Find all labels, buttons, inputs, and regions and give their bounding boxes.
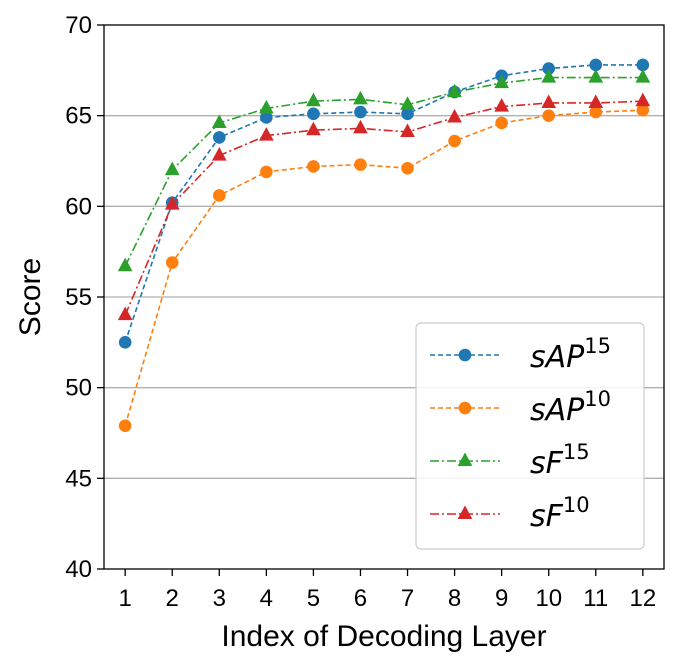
x-tick-label: 4 <box>260 585 273 612</box>
data-point <box>636 58 650 72</box>
legend-label-name: sF <box>530 499 564 534</box>
data-point <box>259 127 274 141</box>
legend-label: sAP10 <box>530 387 611 428</box>
x-tick-label: 8 <box>448 585 461 612</box>
legend-label-name: sAP <box>530 340 585 375</box>
plot-series <box>117 58 651 433</box>
data-point <box>118 419 132 433</box>
series-line <box>124 64 643 343</box>
data-point <box>211 114 227 128</box>
data-point <box>307 160 320 173</box>
data-point <box>588 94 604 109</box>
legend-marker <box>457 505 473 520</box>
data-point <box>495 116 508 130</box>
x-tick-label: 9 <box>495 585 508 612</box>
data-point <box>494 74 509 89</box>
y-tick-label: 40 <box>65 556 92 583</box>
series-line <box>124 100 643 316</box>
data-point <box>589 58 603 72</box>
x-axis-label: Index of Decoding Layer <box>221 620 546 653</box>
legend-marker <box>458 348 472 362</box>
legend-label-superscript: 10 <box>584 387 611 411</box>
data-point <box>165 256 179 269</box>
series-sap-10 <box>118 103 650 433</box>
x-tick-label: 6 <box>354 585 367 612</box>
data-point <box>635 92 651 107</box>
legend-item: sAP10 <box>430 387 611 428</box>
data-point <box>118 336 132 349</box>
data-point <box>541 69 557 83</box>
legend-label-name: sAP <box>530 393 585 428</box>
legend-marker <box>458 401 472 415</box>
data-point <box>401 161 414 175</box>
data-point <box>354 158 367 171</box>
legend-label: sF10 <box>530 493 590 534</box>
y-tick-label: 65 <box>65 103 92 130</box>
data-point <box>448 134 461 148</box>
data-point <box>400 96 415 110</box>
data-point <box>164 161 180 176</box>
data-point <box>259 99 274 114</box>
data-point <box>353 90 368 105</box>
legend-label: sAP15 <box>530 334 611 375</box>
x-tick-label: 1 <box>118 585 131 612</box>
x-tick-label: 2 <box>166 585 179 612</box>
series-line <box>124 76 643 267</box>
data-point <box>117 257 133 272</box>
legend-marker <box>457 452 473 467</box>
legend-item: sAP15 <box>430 334 611 375</box>
data-point <box>212 131 226 144</box>
data-point <box>306 92 321 107</box>
y-tick-label: 70 <box>65 12 92 39</box>
legend-label-superscript: 15 <box>563 440 590 464</box>
data-point <box>212 189 226 202</box>
data-point <box>635 69 651 83</box>
data-point <box>354 105 367 119</box>
data-point <box>306 121 321 136</box>
legend-label-name: sF <box>530 446 564 481</box>
legend-label-superscript: 15 <box>584 334 611 358</box>
data-point <box>447 108 462 123</box>
data-point <box>542 109 556 122</box>
x-tick-label: 10 <box>535 585 562 612</box>
y-tick-label: 45 <box>65 465 92 492</box>
y-tick-label: 55 <box>65 284 92 311</box>
x-tick-label: 5 <box>307 585 320 612</box>
legend-item: sF10 <box>430 493 590 534</box>
x-tick-label: 12 <box>629 585 656 612</box>
data-point <box>117 306 133 321</box>
data-point <box>307 107 320 121</box>
data-point <box>447 83 462 98</box>
data-point <box>353 119 368 134</box>
data-point <box>400 123 415 138</box>
data-point <box>260 165 273 179</box>
series-sf-10 <box>117 92 651 321</box>
x-tick-label: 11 <box>583 585 608 612</box>
data-point <box>541 94 557 109</box>
data-point <box>211 147 227 161</box>
legend-item: sF15 <box>430 440 590 481</box>
y-tick-label: 60 <box>65 193 92 220</box>
data-point <box>588 69 604 83</box>
legend-label-superscript: 10 <box>563 493 590 517</box>
data-point <box>164 195 180 210</box>
legend-label: sF15 <box>530 440 590 481</box>
data-point <box>494 98 509 112</box>
x-tick-label: 3 <box>213 585 226 612</box>
series-sf-15 <box>117 69 651 272</box>
y-tick-label: 50 <box>65 375 92 402</box>
legend-box <box>415 322 645 550</box>
y-axis-label: Score <box>14 258 47 336</box>
x-tick-label: 7 <box>401 585 414 612</box>
